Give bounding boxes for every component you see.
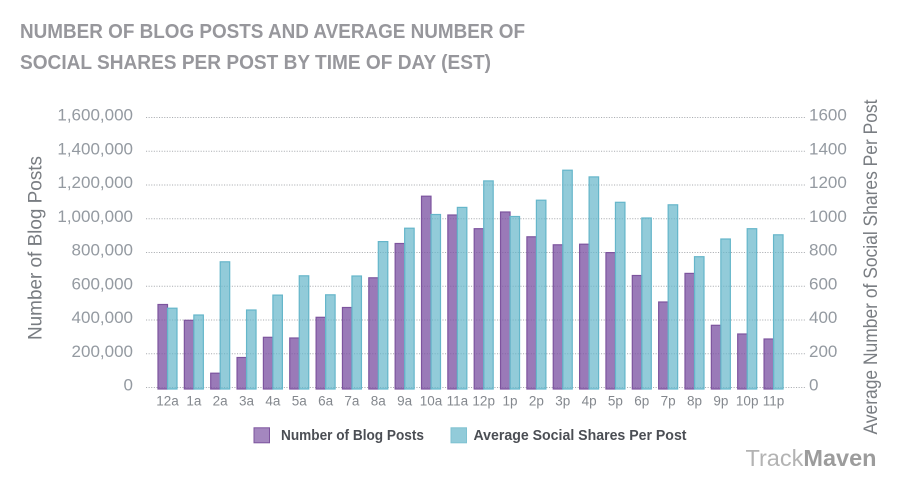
svg-text:Average Number of Social Share: Average Number of Social Shares Per Post [861,99,882,435]
svg-text:10p: 10p [736,394,759,409]
svg-text:3a: 3a [239,394,255,409]
svg-text:400,000: 400,000 [72,308,133,327]
svg-text:9p: 9p [713,394,728,409]
svg-text:1,600,000: 1,600,000 [57,106,133,125]
svg-text:1600: 1600 [809,106,847,125]
svg-text:7a: 7a [344,394,360,409]
svg-text:400: 400 [809,308,837,327]
svg-text:NUMBER OF BLOG POSTS AND AVERA: NUMBER OF BLOG POSTS AND AVERAGE NUMBER … [20,21,525,43]
svg-text:1a: 1a [186,394,202,409]
svg-text:Number of Blog Posts: Number of Blog Posts [281,428,424,444]
svg-text:Average Social Shares Per Post: Average Social Shares Per Post [474,428,687,444]
svg-text:8p: 8p [687,394,702,409]
svg-text:SOCIAL SHARES PER POST BY TIME: SOCIAL SHARES PER POST BY TIME OF DAY (E… [20,52,491,74]
svg-text:9a: 9a [397,394,413,409]
svg-text:7p: 7p [661,394,676,409]
svg-text:1400: 1400 [809,139,847,158]
svg-text:1,000,000: 1,000,000 [57,207,133,226]
svg-text:1200: 1200 [809,173,847,192]
svg-text:0: 0 [809,376,818,395]
svg-text:800,000: 800,000 [72,241,133,260]
svg-text:1000: 1000 [809,207,847,226]
svg-text:12a: 12a [156,394,179,409]
svg-text:TrackMaven: TrackMaven [746,445,877,471]
svg-text:800: 800 [809,241,837,260]
svg-text:200: 200 [809,342,837,361]
svg-text:5a: 5a [292,394,308,409]
svg-text:200,000: 200,000 [72,342,133,361]
svg-text:1,200,000: 1,200,000 [57,173,133,192]
svg-text:1,400,000: 1,400,000 [57,139,133,158]
svg-text:4a: 4a [265,394,281,409]
svg-text:1p: 1p [503,394,518,409]
svg-text:6a: 6a [318,394,334,409]
svg-text:4p: 4p [582,394,597,409]
svg-text:0: 0 [124,376,133,395]
svg-text:2a: 2a [213,394,229,409]
svg-text:11a: 11a [447,394,469,409]
svg-text:12p: 12p [472,394,495,409]
svg-text:Number of Blog Posts: Number of Blog Posts [25,156,47,340]
svg-text:8a: 8a [371,394,387,409]
svg-text:3p: 3p [555,394,570,409]
svg-text:5p: 5p [608,394,623,409]
svg-text:600,000: 600,000 [72,274,133,293]
svg-text:600: 600 [809,274,837,293]
svg-text:11p: 11p [763,394,785,409]
svg-text:10a: 10a [420,394,443,409]
svg-text:2p: 2p [529,394,544,409]
svg-text:6p: 6p [634,394,649,409]
